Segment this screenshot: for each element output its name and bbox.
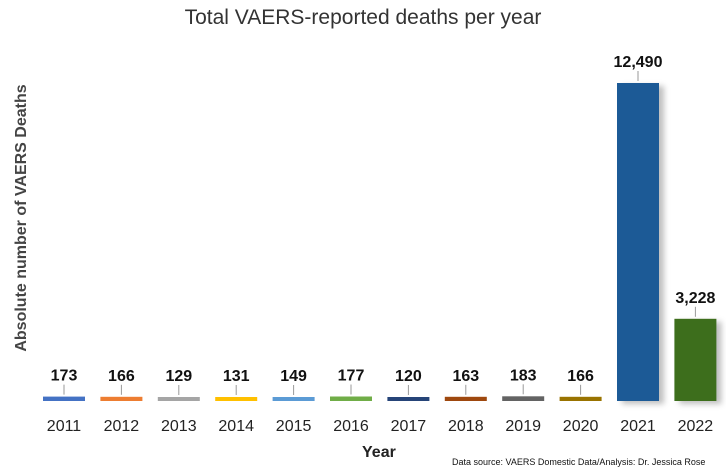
bar-2021 (617, 83, 659, 401)
bar-2014 (215, 397, 258, 401)
bar-2012 (100, 396, 143, 401)
bar-2022 (674, 318, 717, 401)
bar-2020 (559, 396, 602, 401)
bar-2013 (157, 397, 200, 401)
bar-2011 (43, 396, 85, 401)
data-label-2016: 177 (338, 368, 365, 385)
data-label-2018: 163 (452, 368, 479, 385)
data-label-2012: 166 (108, 368, 135, 385)
data-label-2017: 120 (395, 368, 422, 385)
data-label-2019: 183 (510, 367, 537, 384)
source-note: Data source: VAERS Domestic Data/Analysi… (452, 457, 706, 467)
x-tick-label-2012: 2012 (104, 418, 140, 435)
x-tick-label-2021: 2021 (620, 418, 656, 435)
x-tick-label-2014: 2014 (218, 418, 254, 435)
x-tick-label-2015: 2015 (276, 418, 312, 435)
data-label-2011: 173 (51, 368, 78, 385)
x-tick-label-2013: 2013 (161, 418, 197, 435)
bar-2017 (387, 397, 430, 401)
bar-2016 (330, 396, 372, 401)
bar-2015 (272, 397, 315, 401)
x-tick-label-2022: 2022 (678, 418, 714, 435)
data-label-2014: 131 (223, 368, 250, 385)
x-tick-label-2016: 2016 (333, 418, 369, 435)
x-axis-label: Year (362, 444, 396, 461)
x-tick-label-2018: 2018 (448, 418, 484, 435)
data-label-2020: 166 (567, 368, 594, 385)
bar-2019 (502, 396, 545, 401)
data-label-2021: 12,490 (614, 54, 663, 71)
x-tick-label-2019: 2019 (505, 418, 541, 435)
x-tick-label-2017: 2017 (391, 418, 427, 435)
data-label-2022: 3,228 (675, 290, 715, 307)
x-tick-label-2020: 2020 (563, 418, 599, 435)
x-tick-label-2011: 2011 (47, 418, 82, 435)
chart-title: Total VAERS-reported deaths per year (184, 6, 542, 29)
bar-2018 (444, 396, 487, 401)
data-label-2013: 129 (165, 368, 192, 385)
data-label-2015: 149 (280, 368, 307, 385)
